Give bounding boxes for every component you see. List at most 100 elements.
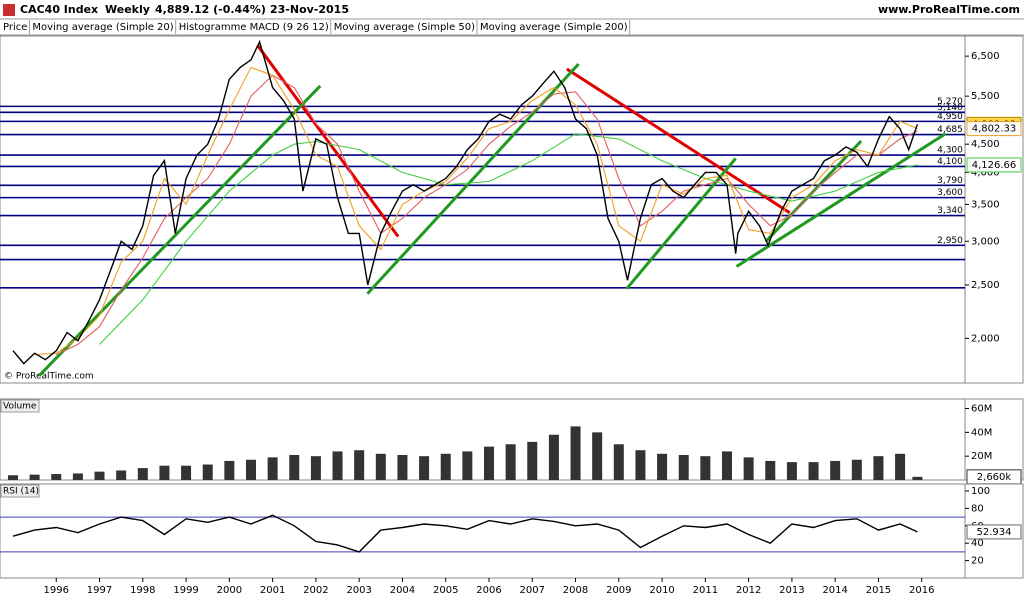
legend-entry: Moving average (Simple 20): [32, 22, 173, 33]
last-value-box: [966, 121, 1022, 137]
y-tick-label: 100: [971, 486, 990, 497]
volume-bar: [613, 444, 624, 480]
volume-bar: [29, 474, 40, 480]
volume-bar: [7, 475, 18, 480]
volume-bar: [700, 456, 711, 480]
volume-bar: [354, 450, 365, 480]
level-label: 5,140: [937, 103, 963, 113]
y-tick-label: 6,500: [971, 51, 1000, 62]
level-label: 2,950: [937, 236, 963, 246]
volume-bar: [483, 446, 494, 480]
volume-bar: [527, 441, 538, 480]
y-tick-label: 20M: [971, 451, 992, 462]
volume-bar: [657, 453, 668, 480]
x-tick-label: 2008: [563, 585, 588, 596]
volume-bar: [51, 474, 62, 480]
volume-bar: [592, 432, 603, 480]
panel-label: RSI (14): [3, 487, 39, 497]
volume-bar: [202, 464, 213, 480]
site: www.ProRealTime.com: [878, 3, 1020, 16]
y-tick-label: 80: [971, 503, 984, 514]
y-tick-label: 40M: [971, 427, 992, 438]
volume-bar: [137, 468, 148, 480]
x-tick-label: 2016: [909, 585, 934, 596]
y-tick-label: 20: [971, 556, 984, 567]
last-value-box: [966, 157, 1022, 173]
volume-bar: [310, 456, 321, 480]
last-value-label: 2,660k: [977, 472, 1012, 483]
y-tick-label: 40: [971, 538, 984, 549]
level-label: 5,270: [937, 97, 963, 107]
volume-bar: [570, 426, 581, 480]
volume-bar: [116, 470, 127, 480]
x-tick-label: 2010: [649, 585, 674, 596]
y-tick-label: 3,500: [971, 199, 1000, 210]
volume-bar: [635, 450, 646, 480]
volume-bar: [332, 451, 343, 480]
volume-bar: [895, 453, 906, 480]
volume-bar: [224, 460, 235, 480]
y-tick-label: 3,000: [971, 236, 1000, 247]
volume-bar: [851, 459, 862, 480]
app-icon: [3, 4, 15, 16]
x-tick-label: 1998: [130, 585, 155, 596]
trend-line: [566, 67, 791, 214]
panel-frame: [0, 483, 1024, 579]
level-label: 4,950: [937, 112, 963, 122]
trend-line: [625, 157, 737, 290]
volume-bar: [678, 454, 689, 480]
volume-bar: [505, 444, 516, 480]
volume-bar: [721, 451, 732, 480]
volume-bar: [786, 462, 797, 480]
series-line: [12, 514, 918, 553]
level-label: 3,340: [937, 206, 963, 216]
y-tick-label: 4,000: [971, 167, 1000, 178]
y-tick-label: 2,500: [971, 280, 1000, 291]
level-label: 4,100: [937, 157, 963, 167]
x-tick-label: 2007: [520, 585, 545, 596]
volume-bar: [289, 454, 300, 480]
volume-bar: [765, 460, 776, 480]
series-line: [99, 133, 918, 345]
x-tick-label: 1996: [44, 585, 69, 596]
last-value-label: 52.934: [977, 527, 1012, 538]
last-value-label: 4,802.33: [972, 124, 1017, 135]
level-label: 4,685: [937, 125, 963, 135]
quote: 4,889.12 (-0.44%): [155, 3, 266, 16]
x-tick-label: 2004: [390, 585, 415, 596]
period: Weekly: [105, 3, 150, 16]
x-tick-label: 2002: [303, 585, 328, 596]
x-tick-label: 2014: [822, 585, 847, 596]
panel-label-bg: [0, 399, 40, 413]
panel-label: Volume: [3, 402, 37, 412]
legend: Price Moving average (Simple 20) Histogram…: [3, 20, 631, 34]
volume-bar: [375, 453, 386, 480]
level-label: 3,790: [937, 176, 963, 186]
legend-entry: Moving average (Simple 50): [334, 22, 475, 33]
volume-bar: [181, 465, 192, 480]
volume-bar: [245, 459, 256, 480]
watermark: © ProRealTime.com: [4, 372, 94, 382]
volume-bar: [419, 456, 430, 480]
y-tick-label: 4,500: [971, 139, 1000, 150]
trend-line: [735, 132, 947, 268]
y-tick-label: 5,500: [971, 91, 1000, 102]
legend-entry: Price: [3, 22, 27, 33]
legend-entry: Histogramme MACD (9 26 12): [179, 22, 329, 33]
legend-entry: Moving average (Simple 200): [480, 22, 628, 33]
x-tick-label: 1997: [87, 585, 112, 596]
trend-line: [256, 44, 400, 238]
volume-bar: [808, 462, 819, 480]
x-tick-label: 2003: [346, 585, 371, 596]
x-tick-label: 1999: [173, 585, 198, 596]
x-tick-label: 2005: [433, 585, 458, 596]
last-value-box: [966, 524, 1022, 540]
volume-bar: [267, 457, 278, 480]
x-tick-label: 2011: [693, 585, 718, 596]
date: 23-Nov-2015: [270, 3, 349, 16]
volume-bar: [462, 451, 473, 480]
volume-bar: [440, 453, 451, 480]
y-tick-label: 60M: [971, 404, 992, 415]
